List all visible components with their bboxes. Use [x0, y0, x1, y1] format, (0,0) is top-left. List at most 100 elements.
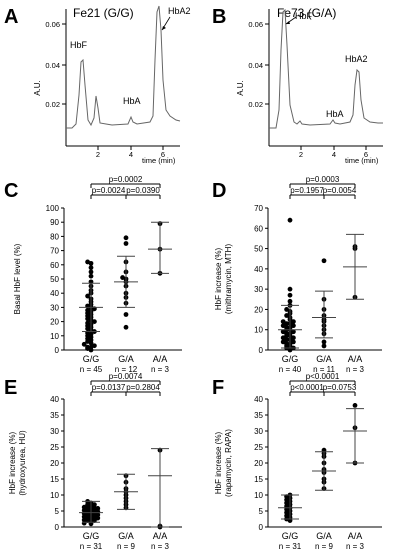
y-tick-label: 5	[55, 507, 60, 516]
y-tick-label: 60	[50, 261, 59, 270]
panel-b: B Fe73 (G/A) 0.06 0.04 0.02 A.U. 2 4 6 t…	[212, 6, 383, 165]
category-label: G/A	[118, 531, 134, 541]
y-axis-label: HbF increase (%)	[214, 248, 223, 311]
panel-b-ytick: 0.06	[248, 20, 263, 29]
n-label: n = 40	[279, 365, 302, 374]
panel-a-xlabel: time (min)	[142, 156, 176, 165]
n-label: n = 3	[151, 365, 170, 374]
panel-a-title: Fe21 (G/G)	[73, 6, 134, 20]
data-point	[287, 298, 293, 304]
data-point	[123, 312, 129, 317]
panel-a-ytick: 0.04	[45, 61, 60, 70]
y-tick-label: 20	[254, 459, 263, 468]
y-tick-label: 25	[50, 443, 59, 452]
data-point	[321, 339, 327, 345]
y-axis-label: HbF increase (%)	[8, 432, 17, 495]
panel-b-xlabel: time (min)	[345, 156, 379, 165]
data-point	[123, 235, 129, 241]
category-label: A/A	[153, 354, 168, 364]
panel-a-letter: A	[4, 6, 18, 28]
chart-d: 0 10 20 30 40 50 60 70 HbF increase (%) (mithramy…	[214, 175, 382, 374]
panel-e-letter: E	[4, 377, 17, 399]
y-tick-label: 60	[254, 224, 263, 233]
data-point	[88, 265, 94, 271]
panel-b-letter: B	[212, 6, 226, 28]
p-value-label: p<0.0001	[290, 383, 324, 392]
y-tick-label: 30	[254, 427, 263, 436]
p-value-label: p=0.0024	[92, 186, 126, 195]
panel-b-ylabel: A.U.	[236, 80, 245, 96]
n-label: n = 31	[80, 542, 103, 550]
y-tick-label: 80	[50, 232, 59, 241]
panel-a-xtick: 6	[161, 150, 165, 159]
data-point	[85, 307, 90, 313]
p-value-label: p=0.2804	[126, 383, 160, 392]
data-point	[88, 269, 94, 275]
y-axis-label: (mithramycin, MTH)	[224, 244, 233, 315]
panel-c-letter: C	[4, 180, 18, 202]
panel-a-xtick: 2	[96, 150, 100, 159]
y-tick-label: 50	[50, 275, 59, 284]
n-label: n = 11	[313, 365, 335, 374]
p-value-label: p=0.0074	[109, 372, 143, 381]
data-point	[120, 275, 125, 280]
data-point	[123, 241, 129, 246]
data-point	[123, 324, 129, 330]
y-tick-label: 30	[50, 303, 59, 312]
panel-f-letter: F	[212, 377, 224, 399]
data-point	[92, 343, 97, 349]
p-value-label: p=0.0002	[109, 175, 143, 184]
p-value-label: p=0.0753	[323, 383, 357, 392]
p-value-label: p=0.0054	[323, 186, 357, 195]
panel-a-ylabel: A.U.	[33, 80, 42, 96]
y-axis-label: HbF increase (%)	[214, 432, 223, 495]
y-axis-label: Basal HbF level (%)	[13, 243, 22, 314]
y-axis-label: (rapamycin, RAPA)	[224, 429, 233, 497]
chart-c: 0 10 20 30 40 50 60 70 80 90 100 Basal HbF level (%…	[13, 175, 182, 374]
y-tick-label: 20	[50, 318, 59, 327]
panel-b-peak-hba: HbA	[326, 109, 344, 119]
data-point	[321, 343, 327, 349]
y-tick-label: 70	[254, 204, 263, 213]
p-value-label: p=0.0003	[306, 175, 340, 184]
n-label: n = 3	[346, 365, 365, 374]
n-label: n = 3	[151, 542, 170, 550]
data-point	[81, 341, 87, 347]
y-tick-label: 30	[50, 427, 59, 436]
panel-a-peak-hba2: HbA2	[168, 6, 191, 16]
y-tick-label: 100	[46, 204, 60, 213]
p-value-label: p=0.0390	[126, 186, 160, 195]
p-value-label: p=0.1957	[290, 186, 324, 195]
panel-b-xtick: 4	[332, 150, 336, 159]
p-value-label: p<0.0001	[306, 372, 340, 381]
category-label: G/A	[316, 354, 332, 364]
panel-b-xtick: 2	[299, 150, 303, 159]
panel-a: A Fe21 (G/G) 0.06 0.04 0.02 A.U. 2 4 6 t…	[4, 5, 191, 165]
data-point	[352, 403, 358, 408]
y-tick-label: 40	[50, 289, 59, 298]
panel-a-peak-hba: HbA	[123, 96, 141, 106]
category-label: G/A	[118, 354, 134, 364]
n-label: n = 9	[117, 542, 136, 550]
y-tick-label: 90	[50, 218, 59, 227]
y-tick-label: 70	[50, 247, 59, 256]
y-tick-label: 50	[254, 245, 263, 254]
y-tick-label: 10	[254, 491, 263, 500]
panel-b-ytick: 0.02	[248, 100, 263, 109]
category-label: G/G	[282, 354, 299, 364]
n-label: n = 9	[315, 542, 334, 550]
y-tick-label: 0	[259, 346, 264, 355]
data-point	[81, 504, 87, 510]
y-tick-label: 40	[254, 265, 263, 274]
data-point	[287, 292, 293, 298]
category-label: G/G	[282, 531, 299, 541]
y-tick-label: 0	[55, 523, 60, 532]
y-tick-label: 10	[50, 491, 59, 500]
n-label: n = 45	[80, 365, 103, 374]
panel-a-peak-hbf: HbF	[70, 40, 88, 50]
y-tick-label: 20	[254, 305, 263, 314]
panel-b-peak-hba2: HbA2	[345, 54, 368, 64]
n-label: n = 12	[115, 365, 138, 374]
y-axis-label: (hydroxyurea, HU)	[18, 430, 27, 496]
y-tick-label: 15	[50, 475, 59, 484]
